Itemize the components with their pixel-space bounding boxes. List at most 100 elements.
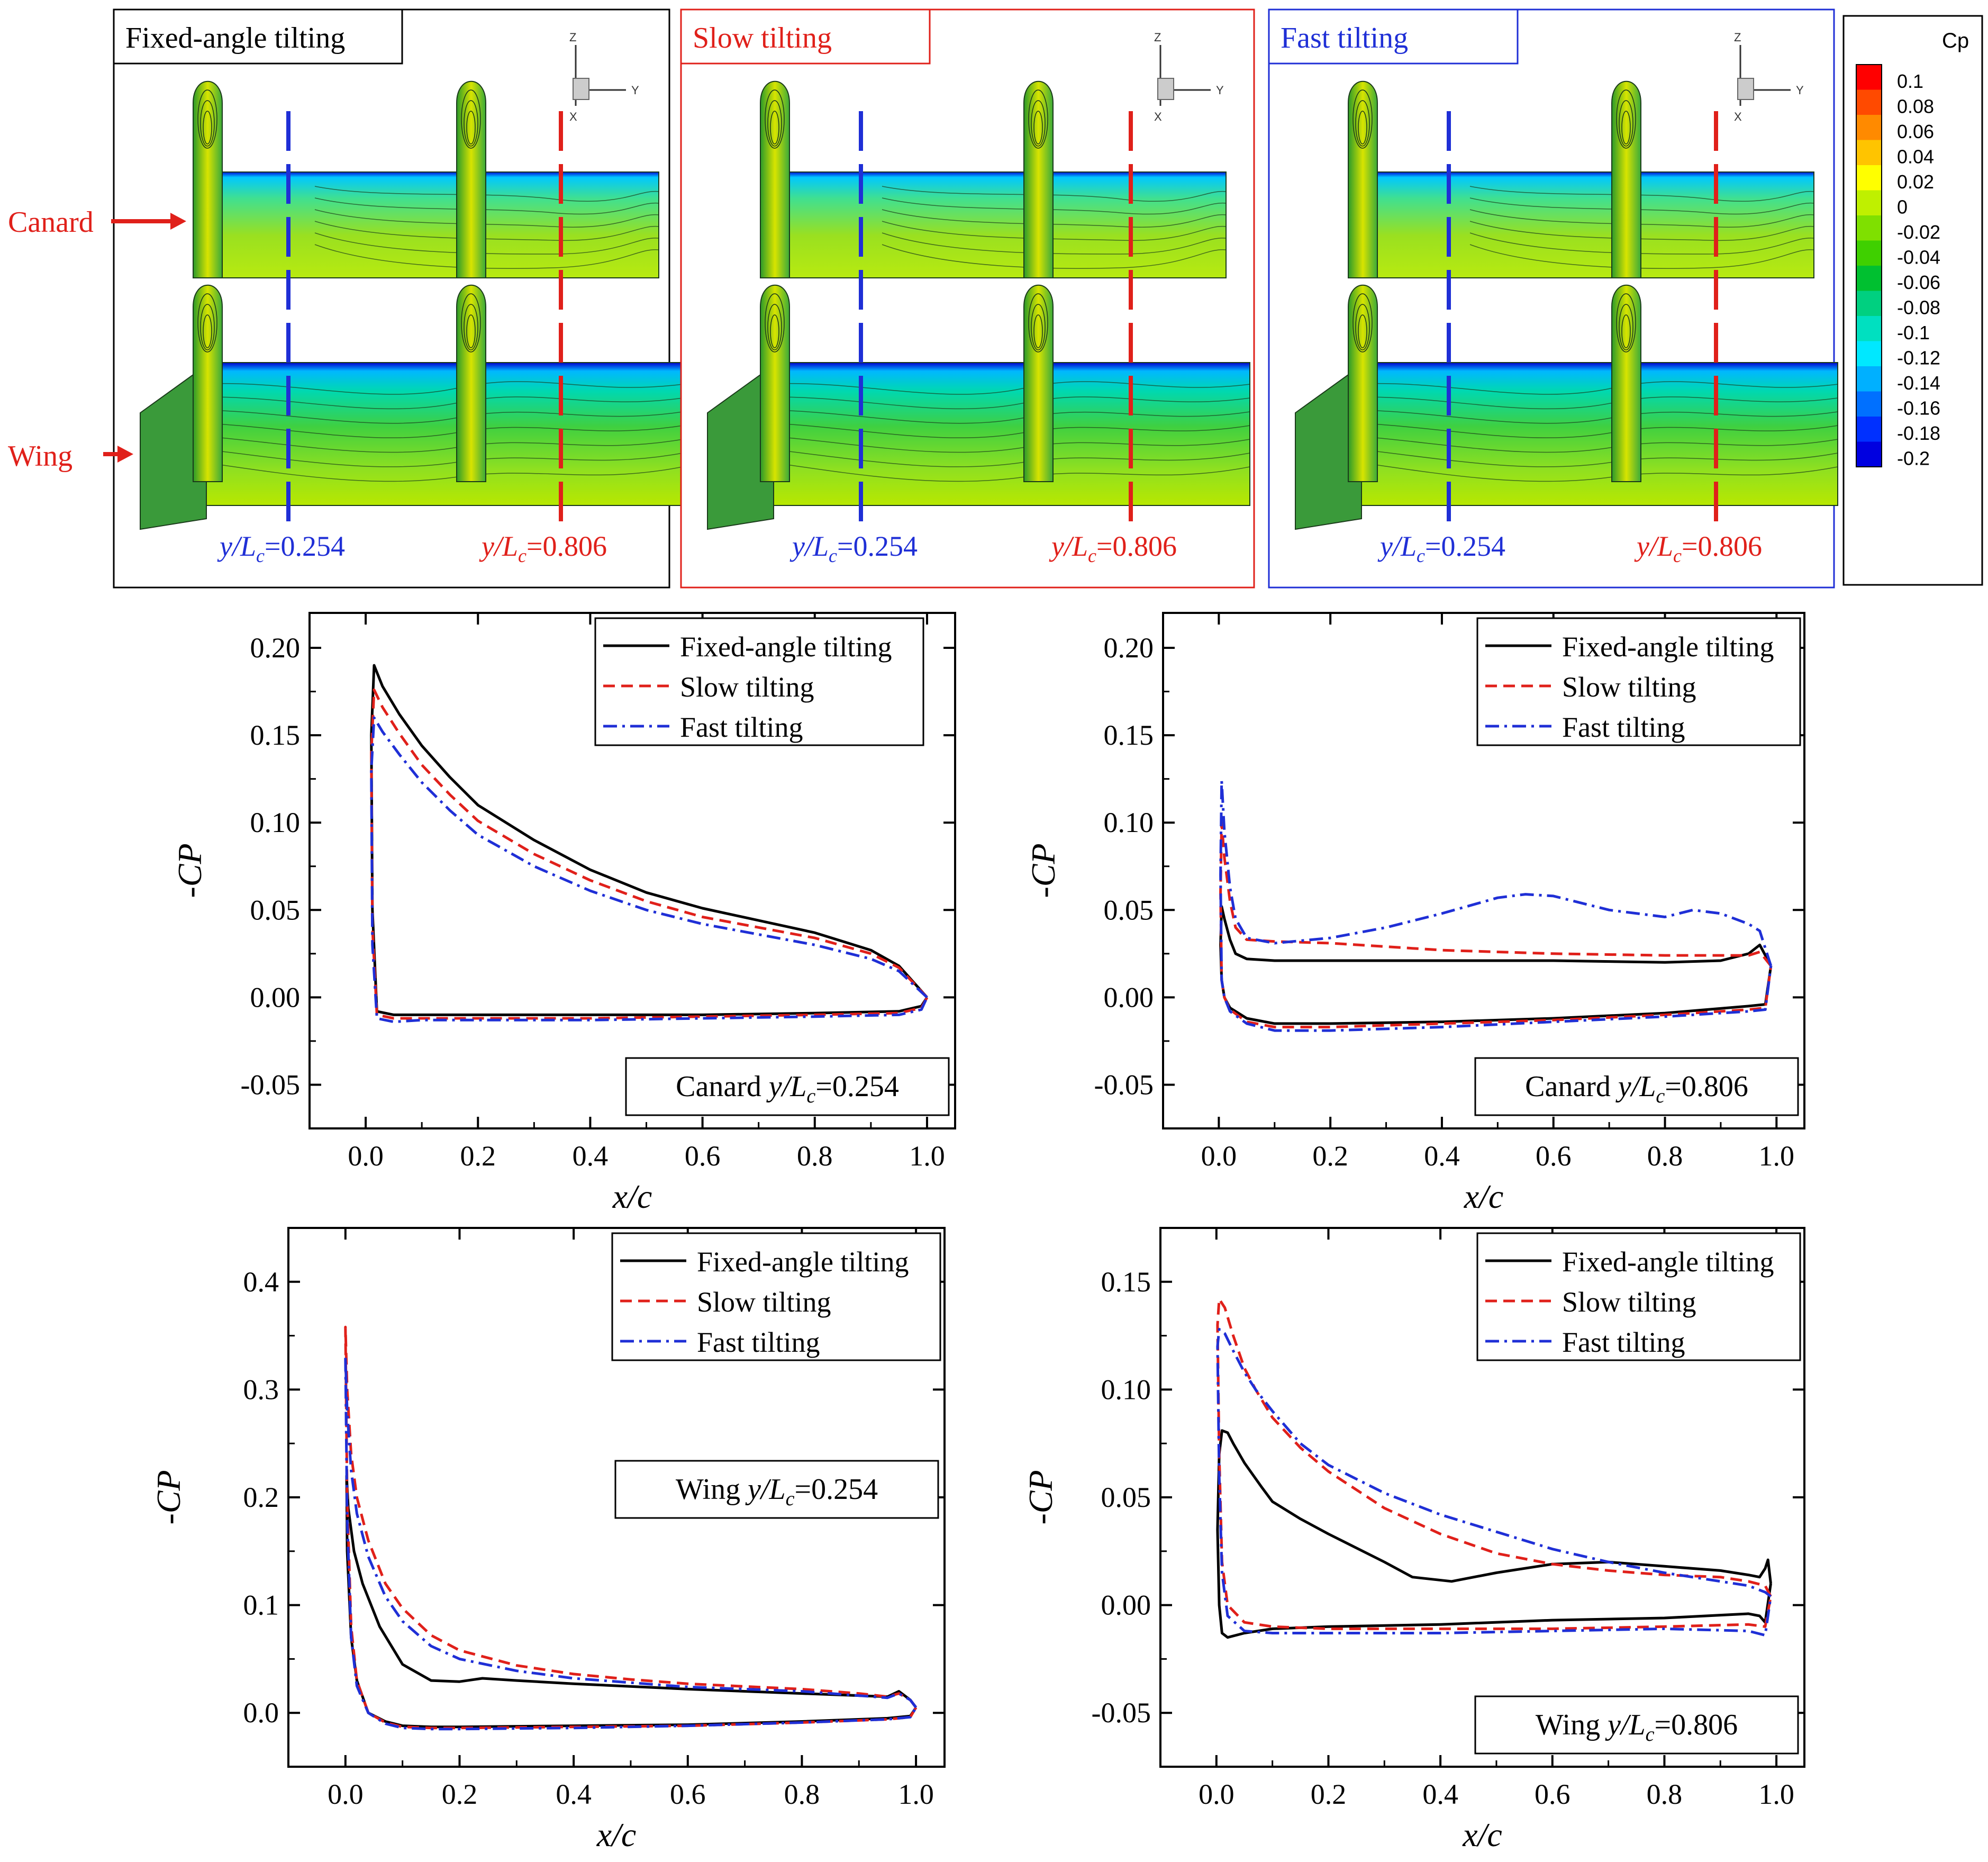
annotation-box: [1474, 1057, 1799, 1116]
y-axis-label: -CP: [1024, 843, 1062, 898]
canard-surface: [1348, 171, 1814, 278]
panel-label: Slow tilting: [693, 22, 832, 55]
y-tick-label: 0.20: [250, 632, 301, 664]
axis-y-label: Y: [1216, 84, 1224, 97]
nacelle-contour: [1355, 100, 1370, 147]
nacelle-contour: [767, 304, 782, 350]
canard-surface: [193, 171, 659, 278]
legend-label: Slow tilting: [1562, 1286, 1696, 1318]
x-tick-label: 0.8: [1647, 1140, 1683, 1172]
nacelle: [1023, 80, 1054, 278]
legend-box: [1476, 617, 1801, 746]
axis-z-label: Z: [1154, 31, 1161, 44]
series-line: [1219, 779, 1773, 1032]
nacelle-contour: [461, 293, 481, 352]
colorbar-swatch: [1856, 140, 1882, 165]
colorbar-level-label: -0.2: [1897, 448, 1930, 469]
colorbar-level-label: -0.06: [1897, 272, 1940, 293]
nacelle-contour: [1358, 111, 1367, 144]
x-tick-label: 0.0: [1201, 1140, 1237, 1172]
x-tick-label: 0.4: [573, 1140, 609, 1172]
nacelle-contour: [770, 314, 779, 348]
legend-label: Fast tilting: [680, 711, 803, 743]
canard-contour-line: [882, 232, 1227, 255]
colorbar: Cp 0.1 0.08 0.06 0.04 0.02 0 -0.02 -0.04 -0.06 -0…: [1842, 15, 1983, 586]
nacelle-contour: [197, 293, 217, 352]
panel-label: Fast tilting: [1281, 22, 1408, 55]
y-tick-label: 0.05: [250, 894, 301, 926]
contour-panel: Slow tilting Z Y Xy/Lc=0.254 y/Lc=0.806: [680, 8, 1255, 589]
colorbar-swatch: [1856, 266, 1882, 291]
nacelle-contour: [765, 293, 785, 352]
annotation-label: Canard y/Lc=0.254: [676, 1070, 899, 1107]
contour-panel: Fast tilting Z Y Xy/Lc=0.254 y/Lc=0.806: [1268, 8, 1838, 589]
charts: 0.0 0.2 0.4 0.6 0.8 1.0 -0.05 0.00 0.05 0.10 0.15 0…: [150, 612, 1805, 1854]
x-tick-label: 0.2: [1311, 1778, 1347, 1810]
x-tick-label: 0.4: [1422, 1778, 1458, 1810]
x-tick-label: 0.4: [556, 1778, 592, 1810]
y-tick-label: 0.15: [250, 719, 301, 751]
wing-arrow-head: [117, 446, 133, 463]
nacelle-contour: [461, 89, 481, 149]
nacelle-contour: [1033, 111, 1043, 144]
colorbar-swatch: [1856, 65, 1882, 90]
y-tick-label: -0.05: [1092, 1697, 1151, 1729]
y-tick-label: 0.3: [243, 1373, 279, 1405]
y-axis-label: -CP: [171, 843, 208, 898]
y-tick-label: 0.20: [1104, 632, 1154, 664]
canard-contour-line: [1469, 244, 1814, 269]
legend-label: Fast tilting: [697, 1326, 820, 1358]
x-tick-label: 1.0: [1758, 1778, 1794, 1810]
legend-label: Slow tilting: [680, 671, 814, 703]
y-tick-label: -0.05: [241, 1069, 300, 1100]
nacelle: [760, 284, 790, 482]
colorbar-level-label: -0.12: [1897, 347, 1940, 369]
series-line: [1216, 1429, 1772, 1639]
nacelle-contour: [1619, 304, 1633, 350]
nacelle-contour: [1031, 304, 1046, 350]
nacelle-contour: [1028, 293, 1048, 352]
canard-arrow-head: [170, 213, 186, 230]
x-tick-label: 0.6: [1535, 1778, 1571, 1810]
y-tick-label: 0.00: [1101, 1589, 1151, 1621]
x-axis-label: x/c: [1462, 1816, 1502, 1854]
axis-z-label: Z: [1734, 31, 1741, 44]
y-tick-label: 0.00: [250, 981, 301, 1013]
annotation-label: Canard y/Lc=0.806: [1525, 1070, 1748, 1107]
canard-contour-line: [1469, 232, 1814, 255]
colorbar-swatch: [1856, 215, 1882, 241]
station-label: y/Lc=0.806: [1049, 530, 1177, 566]
y-tick-label: 0.15: [1101, 1266, 1151, 1298]
line-chart: 0.0 0.2 0.4 0.6 0.8 1.0 -0.05 0.00 0.05 0.10 0.15 0…: [171, 612, 956, 1215]
colorbar-level-label: -0.04: [1897, 247, 1940, 268]
colorbar-level-label: 0.06: [1897, 121, 1934, 142]
canard-surface: [760, 171, 1227, 278]
nacelle-contour: [1621, 314, 1631, 348]
colorbar-outline: [1856, 64, 1882, 467]
line-chart: 0.0 0.2 0.4 0.6 0.8 1.0 -0.05 0.00 0.05 0.10 0.15 0…: [1024, 612, 1805, 1215]
x-tick-label: 0.0: [1199, 1778, 1234, 1810]
wing-tip-surface: [1295, 364, 1362, 530]
y-tick-label: 0.2: [243, 1481, 279, 1513]
canard-contour-line: [882, 209, 1227, 228]
station-label: y/Lc=0.254: [1377, 530, 1505, 566]
x-tick-label: 1.0: [909, 1140, 945, 1172]
canard-contour-line: [882, 197, 1227, 215]
nacelle-contour: [466, 111, 476, 144]
nacelle: [1611, 284, 1641, 482]
annotation-box: [614, 1460, 939, 1519]
legend-label: Fast tilting: [1562, 1326, 1685, 1358]
nacelle-contour: [1621, 111, 1631, 144]
colorbar-swatch: [1856, 391, 1882, 417]
wing-label: Wing: [8, 440, 72, 473]
colorbar-level-label: -0.16: [1897, 397, 1940, 419]
y-tick-label: 0.0: [243, 1697, 279, 1729]
y-tick-label: 0.10: [1104, 807, 1154, 838]
colorbar-swatch: [1856, 115, 1882, 140]
x-axis-label: x/c: [596, 1816, 637, 1854]
colorbar-level-label: -0.14: [1897, 372, 1940, 394]
nacelle-contour: [1033, 314, 1043, 348]
wing-surface: [206, 362, 683, 506]
colorbar-swatch: [1856, 89, 1882, 115]
